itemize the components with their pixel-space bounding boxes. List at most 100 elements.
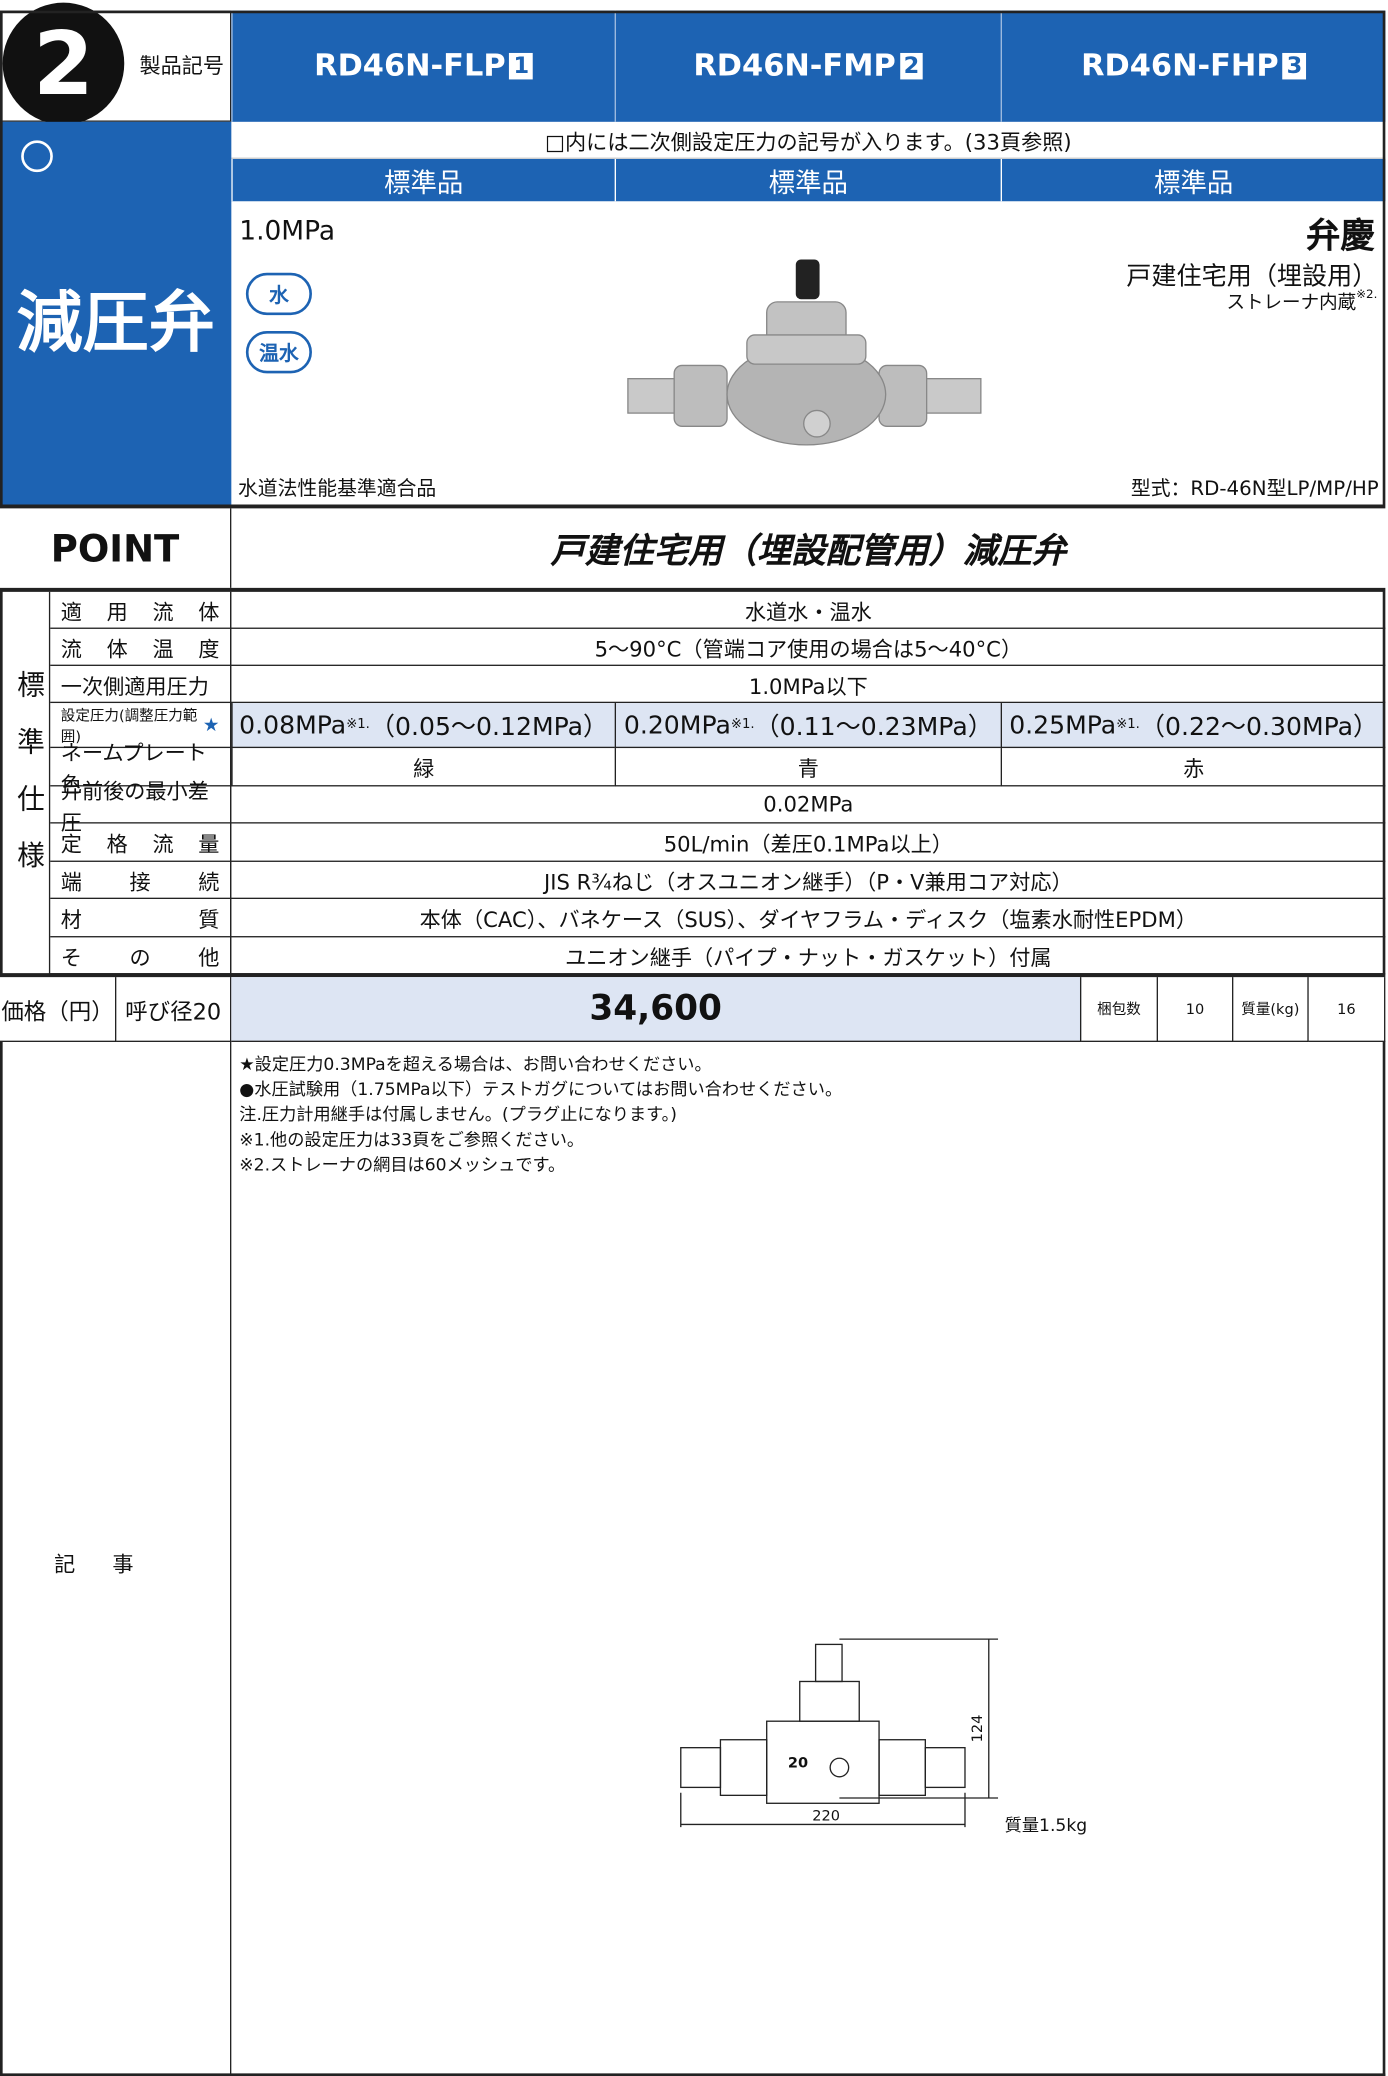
spec-cell: 緑 [231,748,615,787]
model-type: 型式：RD-46N型LP/MP/HP [1130,476,1379,501]
spec-cell: 赤 [1000,748,1386,787]
range: （0.11〜0.23MPa） [754,712,993,742]
shape [746,334,867,365]
spec-label-text: 設定圧力(調整圧力範囲) [60,706,198,745]
spec-label-text: 流体温度 [60,636,220,662]
fluid-icon: 温水 [245,331,312,374]
price-value: 34,600 [231,977,1082,1042]
max-pressure: 1.0MPa [239,214,336,247]
grade: 標準品 [614,158,1001,202]
model-suffix: 1 [509,52,534,80]
spec-label-text: 適用流体 [60,599,220,625]
model-name: RD46N-FLP [314,48,506,84]
dimension-drawing [680,1638,999,1828]
color: 青 [797,756,819,782]
spec-value: ユニオン継手（パイプ・ナット・ガスケット）付属 [231,937,1386,975]
spec-cell: 0.20MPa ※1. （0.11〜0.23MPa） [614,703,1001,749]
spec-label: その他 [50,937,232,975]
notes-label: 記事 [54,1551,171,1577]
spec-value: 50L/min（差圧0.1MPa以上） [231,824,1386,862]
notes-divider [230,1041,232,2076]
brand: 弁慶 [1306,217,1375,257]
section-number: 2 [2,2,125,125]
strainer: ストレーナ内蔵※2. [1226,288,1378,314]
spec-label-text: 材質 [60,906,220,933]
spec-label: 端接続 [50,861,232,899]
note-line: ※1.他の設定圧力は33頁をご参照ください。 [239,1130,585,1151]
notes-frame [0,1041,1386,2076]
spec-label: 弁前後の最小差圧 [50,778,232,835]
note-line: 注.圧力計用継手は付属しません。(プラグ止になります。) [239,1105,677,1126]
color: 緑 [413,756,435,782]
category-panel [0,121,232,508]
model-name: RD46N-FMP [693,48,896,84]
spec-label: 材質 [50,898,232,938]
grade: 標準品 [231,158,615,202]
spec-label-text: 端接続 [60,869,220,895]
spec-label-text: 一次側適用圧力 [60,673,209,699]
range: （0.05〜0.12MPa） [369,712,609,742]
color: 赤 [1183,756,1205,782]
strainer-note: ※2. [1356,288,1378,302]
fluid-icon: 水 [245,272,312,316]
product-photo [627,259,982,446]
usage: 戸建住宅用（埋設用） [1126,262,1378,292]
star: ★ [202,714,220,736]
spec-label: 定格流量 [50,823,232,862]
spec-value: 水道水・温水 [231,592,1386,629]
spec-value: 本体（CAC）、バネケース（SUS）、ダイヤフラム・ディスク（塩素水耐性EPDM… [231,899,1386,938]
certification: 水道法性能基準適合品 [237,476,437,501]
footnote: ※1. [730,717,755,733]
range: （0.22〜0.30MPa） [1139,712,1379,742]
model-suffix: 2 [899,52,924,80]
set-pressure: 0.25MPa [1009,710,1117,740]
model-name: RD46N-FHP [1081,48,1279,84]
spec-label-text: 定格流量 [60,831,220,857]
spec-cell: 0.25MPa ※1. （0.22〜0.30MPa） [1000,703,1386,749]
category-name: 減圧弁 [16,284,215,362]
set-pressure: 0.08MPa [239,710,347,740]
spec-divider [230,591,232,978]
spec-group-label: 標準仕様 [11,591,51,975]
model-suffix: 3 [1282,52,1307,80]
spec-label-text: その他 [60,944,220,970]
mass: 質量1.5kg [1004,1816,1088,1837]
dim-height: 124 [968,1714,987,1743]
note-line: ★設定圧力0.3MPaを超える場合は、お問い合わせください。 [239,1055,712,1076]
product-code-label: 製品記号 [139,52,225,79]
spec-label: 設定圧力(調整圧力範囲) ★ [50,703,232,749]
spec-label: 流体温度 [50,628,232,666]
shape [829,1757,850,1778]
pressure-note: □内には二次側設定圧力の記号が入ります。(33頁参照) [231,122,1386,159]
grade: 標準品 [1000,158,1386,202]
shape [673,364,728,427]
shape [814,1643,843,1683]
price-weight-label: 質量(kg) [1233,977,1309,1042]
spec-label: ネームプレート色 [50,740,232,797]
spec-value: 0.02MPa [231,786,1386,824]
set-pressure: 0.20MPa [623,710,731,740]
price-label: 価格（円） [0,977,117,1042]
price-pack-label: 梱包数 [1081,977,1158,1042]
model-header: RD46N-FMP 2 [614,10,1001,122]
footnote: ※1. [346,717,370,733]
price-pack: 10 [1157,977,1234,1042]
note-line: ●水圧試験用（1.75MPa以下）テストガグについてはお問い合わせください。 [239,1080,843,1101]
footnote: ※1. [1116,717,1140,733]
shape [803,409,831,438]
spec-value: 1.0MPa以下 [231,666,1386,704]
shape [627,378,682,414]
spec-label: 一次側適用圧力 [50,665,232,704]
spec-value: JIS R¾ねじ（オスユニオン継手）（P・V兼用コア対応） [231,862,1386,899]
dim-width: 220 [812,1807,841,1825]
shape [795,259,820,300]
spec-cell: 0.08MPa ※1. （0.05〜0.12MPa） [231,703,615,749]
spec-label-text: 弁前後の最小差圧 [60,777,209,835]
point-text: 戸建住宅用（埋設配管用）減圧弁 [550,531,1067,572]
model-header: RD46N-FLP 1 [231,10,615,122]
note-line: ※2.ストレーナの網目は60メッシュです。 [239,1155,566,1176]
shape [924,1747,966,1789]
dim-size: 20 [787,1754,809,1772]
price-size: 呼び径20 [116,977,232,1042]
